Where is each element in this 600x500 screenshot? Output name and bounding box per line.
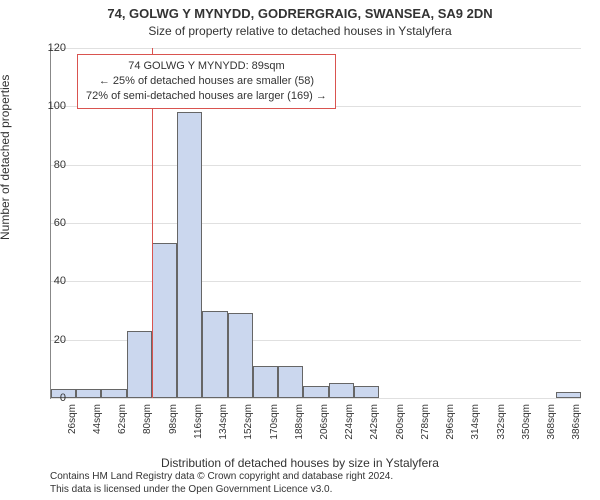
ytick-label: 40 bbox=[36, 275, 66, 287]
xtick-label: 134sqm bbox=[218, 404, 229, 454]
annotation-line2: ← 25% of detached houses are smaller (58… bbox=[86, 74, 327, 89]
xtick-label: 242sqm bbox=[369, 404, 380, 454]
footer-line1: Contains HM Land Registry data © Crown c… bbox=[50, 471, 393, 484]
xtick-label: 296sqm bbox=[445, 404, 456, 454]
ytick-label: 0 bbox=[36, 392, 66, 404]
histogram-bar bbox=[354, 386, 379, 398]
xtick-label: 170sqm bbox=[269, 404, 280, 454]
histogram-bar bbox=[556, 392, 581, 398]
xtick-label: 386sqm bbox=[571, 404, 582, 454]
grid-line bbox=[51, 165, 581, 166]
ytick-label: 60 bbox=[36, 217, 66, 229]
histogram-bar bbox=[127, 331, 152, 398]
chart-title-line2: Size of property relative to detached ho… bbox=[0, 24, 600, 38]
xtick-label: 44sqm bbox=[92, 404, 103, 454]
histogram-bar bbox=[329, 383, 354, 398]
grid-line bbox=[51, 48, 581, 49]
annotation-line1: 74 GOLWG Y MYNYDD: 89sqm bbox=[86, 59, 327, 74]
xtick-label: 206sqm bbox=[319, 404, 330, 454]
histogram-bar bbox=[278, 366, 303, 398]
histogram-bar bbox=[177, 112, 202, 398]
xtick-label: 80sqm bbox=[142, 404, 153, 454]
histogram-bar bbox=[101, 389, 126, 398]
xtick-label: 98sqm bbox=[168, 404, 179, 454]
ytick-label: 80 bbox=[36, 159, 66, 171]
annotation-box: 74 GOLWG Y MYNYDD: 89sqm ← 25% of detach… bbox=[77, 54, 336, 109]
xtick-label: 152sqm bbox=[243, 404, 254, 454]
histogram-bar bbox=[228, 313, 253, 398]
xtick-label: 278sqm bbox=[420, 404, 431, 454]
xtick-label: 62sqm bbox=[117, 404, 128, 454]
xtick-label: 26sqm bbox=[67, 404, 78, 454]
xtick-label: 368sqm bbox=[546, 404, 557, 454]
xtick-label: 314sqm bbox=[470, 404, 481, 454]
xtick-label: 224sqm bbox=[344, 404, 355, 454]
histogram-bar bbox=[303, 386, 328, 398]
ytick-label: 120 bbox=[36, 42, 66, 54]
xtick-label: 350sqm bbox=[521, 404, 532, 454]
histogram-bar bbox=[202, 311, 227, 399]
chart-container: 74, GOLWG Y MYNYDD, GODRERGRAIG, SWANSEA… bbox=[0, 0, 600, 500]
histogram-bar bbox=[76, 389, 101, 398]
grid-line bbox=[51, 223, 581, 224]
x-axis-label: Distribution of detached houses by size … bbox=[0, 456, 600, 470]
plot-area: 74 GOLWG Y MYNYDD: 89sqm ← 25% of detach… bbox=[50, 48, 581, 399]
annotation-line3: 72% of semi-detached houses are larger (… bbox=[86, 89, 327, 104]
xtick-label: 188sqm bbox=[294, 404, 305, 454]
grid-line bbox=[51, 281, 581, 282]
xtick-label: 332sqm bbox=[496, 404, 507, 454]
xtick-label: 116sqm bbox=[193, 404, 204, 454]
histogram-bar bbox=[152, 243, 177, 398]
grid-line bbox=[51, 398, 581, 399]
histogram-bar bbox=[253, 366, 278, 398]
ytick-label: 100 bbox=[36, 100, 66, 112]
y-axis-label: Number of detached properties bbox=[0, 75, 12, 240]
footer-line2: This data is licensed under the Open Gov… bbox=[50, 484, 393, 497]
chart-title-line1: 74, GOLWG Y MYNYDD, GODRERGRAIG, SWANSEA… bbox=[0, 6, 600, 21]
footer-attribution: Contains HM Land Registry data © Crown c… bbox=[50, 471, 393, 496]
xtick-label: 260sqm bbox=[395, 404, 406, 454]
ytick-label: 20 bbox=[36, 334, 66, 346]
